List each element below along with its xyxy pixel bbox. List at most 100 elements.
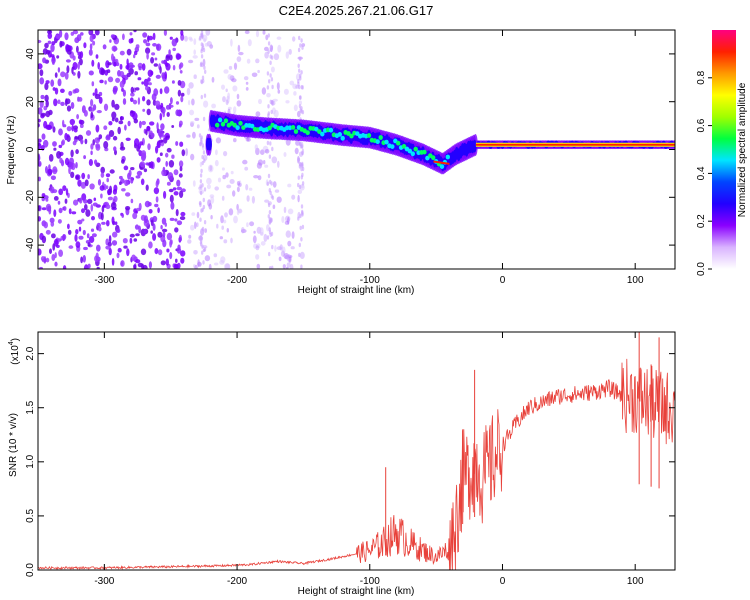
noise-cell xyxy=(186,87,191,96)
noise-cell xyxy=(71,124,74,132)
noise-cell xyxy=(242,159,248,165)
spectrogram-xlabel: Height of straight line (km) xyxy=(298,285,415,296)
noise-cell xyxy=(272,181,277,188)
noise-cell xyxy=(88,30,92,35)
snr-ytick-label: 0.5 xyxy=(25,509,36,523)
noise-cell xyxy=(249,221,255,227)
noise-cell xyxy=(180,250,186,257)
noise-cell xyxy=(159,66,162,74)
noise-cell xyxy=(82,254,87,263)
snr-axes: -300 -200 -100 0 100 0.0 0.5 1.0 1.5 2.0 xyxy=(25,332,675,587)
noise-cell xyxy=(124,179,129,186)
noise-cell xyxy=(176,179,181,187)
noise-cell xyxy=(204,255,211,262)
noise-cell xyxy=(191,98,195,106)
noise-cell xyxy=(108,235,112,243)
noise-cell xyxy=(288,48,292,55)
noise-cell xyxy=(168,49,171,56)
noise-cell xyxy=(194,264,198,269)
noise-cell xyxy=(47,32,53,40)
noise-cell xyxy=(268,227,271,232)
noise-cell xyxy=(43,105,48,111)
noise-cell xyxy=(270,47,273,52)
noise-cell xyxy=(297,47,301,53)
ridge-core xyxy=(401,144,407,149)
noise-cell xyxy=(186,134,191,138)
noise-cell xyxy=(199,161,203,168)
noise-cell xyxy=(173,169,179,176)
noise-cell xyxy=(57,200,61,205)
noise-cell xyxy=(113,146,117,152)
noise-cell xyxy=(206,177,212,185)
noise-cell xyxy=(67,49,72,55)
noise-cell xyxy=(271,244,274,250)
noise-cell xyxy=(87,174,90,180)
noise-cell xyxy=(299,43,302,48)
noise-cell xyxy=(96,266,100,269)
spectrogram-xtick-label: 0 xyxy=(500,275,506,286)
noise-cell xyxy=(300,166,303,172)
noise-cell xyxy=(59,40,63,48)
ridge-core xyxy=(317,129,322,135)
noise-cell xyxy=(89,183,95,190)
noise-cell xyxy=(208,263,212,269)
noise-cell xyxy=(257,69,260,74)
noise-cell xyxy=(297,110,301,118)
noise-cell xyxy=(268,154,272,159)
noise-cell xyxy=(58,249,63,257)
noise-cell xyxy=(105,135,111,141)
noise-cell xyxy=(45,100,49,108)
noise-cell xyxy=(221,167,225,171)
noise-cell xyxy=(122,238,128,244)
noise-cell xyxy=(121,213,124,218)
noise-cell xyxy=(175,141,179,146)
noise-cell xyxy=(110,34,116,39)
noise-cell xyxy=(283,206,287,214)
noise-cell xyxy=(297,182,300,188)
noise-cell xyxy=(224,212,228,218)
noise-cell xyxy=(132,99,138,105)
noise-cell xyxy=(264,199,269,203)
noise-cell xyxy=(53,196,59,201)
noise-cell xyxy=(277,44,282,53)
noise-cell xyxy=(177,80,182,86)
noise-cell xyxy=(60,88,65,94)
noise-cell xyxy=(172,47,176,52)
noise-cell xyxy=(287,183,292,188)
noise-cell xyxy=(147,69,153,78)
noise-cell xyxy=(38,63,43,70)
noise-cell xyxy=(171,125,175,128)
noise-cell xyxy=(225,99,229,106)
noise-cell xyxy=(159,88,163,95)
svg-text:(x104): (x104) xyxy=(8,338,21,365)
noise-cell xyxy=(126,58,129,66)
noise-cell xyxy=(297,175,300,180)
spectrogram-ylabel: Frequency (Hz) xyxy=(6,116,17,185)
noise-cell xyxy=(273,109,279,118)
noise-cell xyxy=(52,126,56,133)
noise-cell xyxy=(88,70,94,76)
noise-cell xyxy=(149,121,155,126)
noise-cell xyxy=(255,58,260,64)
noise-cell xyxy=(49,248,52,254)
noise-cell xyxy=(276,246,282,251)
noise-cell xyxy=(202,150,206,155)
noise-cell xyxy=(188,82,194,89)
noise-cell xyxy=(135,207,141,212)
noise-cell xyxy=(201,160,204,166)
noise-cell xyxy=(50,175,57,181)
noise-cell xyxy=(270,181,273,186)
noise-cell xyxy=(255,245,260,251)
snr-ytick-label: 0.0 xyxy=(25,563,36,577)
ridge-core xyxy=(328,127,334,133)
noise-cell xyxy=(173,191,179,196)
colorbar: 0.0 0.2 0.4 0.6 0.8 xyxy=(696,30,736,276)
noise-cell xyxy=(228,65,233,70)
noise-cell xyxy=(203,65,206,70)
noise-cell xyxy=(38,153,41,162)
noise-cell xyxy=(287,240,292,247)
noise-cell xyxy=(263,233,268,242)
noise-cell xyxy=(233,138,237,143)
noise-cell xyxy=(278,256,282,262)
